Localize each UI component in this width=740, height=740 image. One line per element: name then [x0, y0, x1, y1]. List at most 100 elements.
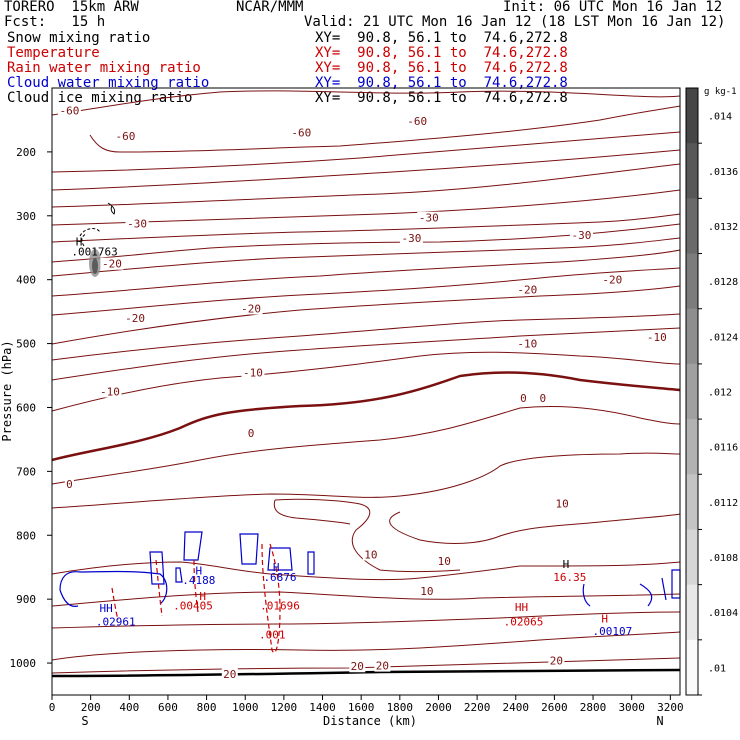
temperature-contour-label: 20	[351, 660, 364, 673]
contour-label-bg	[600, 273, 624, 286]
contour-label-bg	[374, 659, 391, 672]
contour-label-bg	[246, 427, 256, 440]
temperature-contour-label: 10	[438, 555, 451, 568]
temperature-contour-label: -20	[102, 258, 122, 271]
extremum-label: HH	[515, 601, 528, 614]
colorbar-tick-label: .01	[708, 663, 726, 674]
contour-label-bg	[221, 667, 238, 680]
x-tick-label: 1400	[309, 701, 336, 714]
rain-water-contours	[111, 543, 281, 653]
colorbar-segment	[686, 198, 698, 255]
contour-label-bg	[515, 283, 539, 296]
x-tick-label: 400	[119, 701, 139, 714]
x-tick-label: 200	[81, 701, 101, 714]
contour-label-bg	[399, 232, 423, 245]
temperature-contour-label: 20	[376, 660, 389, 673]
extremum-label: H	[273, 561, 280, 574]
colorbar-tick-label: .012	[708, 388, 732, 399]
x-axis-right-end-label: N	[656, 714, 663, 728]
temperature-contour-label: -20	[602, 274, 622, 287]
contour-label-bg	[569, 228, 593, 241]
temperature-contour-label: -20	[125, 312, 145, 325]
contour-label-bg	[349, 660, 366, 673]
x-tick-label: 0	[49, 701, 56, 714]
model-title: TORERO 15km ARW	[4, 0, 139, 15]
y-axis: 200 300 400 500 600 700 800 900 1000	[10, 146, 52, 670]
contour-label-bg	[538, 391, 548, 404]
colorbar-frame	[685, 87, 699, 696]
contour-label-bg	[405, 115, 429, 128]
contour-label-bg	[100, 257, 124, 270]
x-axis-label: Distance (km)	[323, 714, 417, 728]
header-area: TORERO 15km ARW NCAR/MMM Init: 06 UTC Mo…	[0, 0, 740, 110]
colorbar-tick-label: .0112	[708, 498, 738, 509]
y-axis-label: Pressure (hPa)	[0, 340, 14, 441]
extremum-label: .001	[259, 628, 286, 641]
extremum-label: H	[76, 235, 83, 248]
x-tick-label: 2200	[464, 701, 491, 714]
colorbar: .014 .0136 .0132 .0128 .0124 .012 .0116 .0112 .0…	[685, 87, 738, 696]
x-tick-label: 1200	[271, 701, 298, 714]
extremum-label: H	[199, 590, 206, 603]
temperature-contour-label: -60	[407, 115, 427, 128]
contour-label-bg	[239, 302, 263, 315]
colorbar-tick-label: .0104	[708, 608, 738, 619]
extremum-label: .00107	[592, 625, 632, 638]
contour-label-bg	[125, 217, 149, 230]
colorbar-tick-label: .0128	[708, 277, 738, 288]
temperature-contour-label: 0	[539, 392, 546, 405]
colorbar-segment	[686, 88, 698, 144]
extremum-label: H	[196, 564, 203, 577]
extremum-label: .00405	[173, 600, 213, 613]
valid-time: Valid: 21 UTC Mon 16 Jan 12 (18 LST Mon …	[304, 14, 726, 30]
x-tick-label: 1000	[232, 701, 259, 714]
contour-label-bg	[113, 129, 137, 142]
extremum-label: .4188	[182, 574, 215, 587]
temperature-contour-label: 10	[364, 548, 377, 561]
temperature-contour-label: -10	[647, 331, 667, 344]
colorbar-segment	[686, 584, 698, 641]
colorbar-tick-label: .014	[708, 112, 732, 123]
colorbar-tick-label: .0136	[708, 167, 738, 178]
contour-label-bg	[98, 385, 122, 398]
temperature-contour-label: -30	[401, 232, 421, 245]
x-tick-label: 800	[197, 701, 217, 714]
field-name-temperature: Temperature	[7, 45, 100, 61]
x-tick-label: 1800	[387, 701, 414, 714]
temperature-contour-label: 10	[420, 585, 433, 598]
y-tick-label: 1000	[10, 657, 37, 670]
field-name-rain: Rain water mixing ratio	[7, 60, 201, 76]
colorbar-segment	[686, 143, 698, 199]
extremum-label: H	[563, 558, 570, 571]
temperature-contour-label: 20	[550, 654, 563, 667]
y-tick-label: 400	[16, 274, 36, 287]
extremum-label: 16.35	[553, 571, 586, 584]
temperature-contour-label: -10	[517, 338, 537, 351]
center-title: NCAR/MMM	[236, 0, 304, 15]
colorbar-tick-label: .0116	[708, 443, 738, 454]
contour-label-bg	[436, 554, 453, 567]
temperature-contour-label: -60	[59, 104, 79, 117]
field-xy-cloud-ice: XY= 90.8, 56.1 to 74.6,272.8	[315, 90, 568, 106]
contour-label-bg	[57, 104, 81, 117]
extremum-label: H	[601, 612, 608, 625]
contour-label-bg	[418, 584, 435, 597]
y-tick-label: 300	[16, 210, 36, 223]
y-tick-label: 900	[16, 593, 36, 606]
temperature-contour-label: 0	[248, 427, 255, 440]
x-axis: 0 200 400 600 800 1000 1200 1400 1600 1800 2000 220…	[49, 695, 684, 714]
colorbar-tick-label: .0108	[708, 553, 738, 564]
contour-label-bg	[362, 548, 379, 561]
temperature-contour-label: -20	[517, 283, 537, 296]
contour-label-bg	[64, 478, 74, 491]
field-xy-cloud-water: XY= 90.8, 56.1 to 74.6,272.8	[315, 75, 568, 91]
plot-frame	[51, 87, 681, 696]
temperature-contours	[51, 90, 681, 678]
colorbar-tick-label: .0132	[708, 222, 738, 233]
contour-label-bg	[515, 337, 539, 350]
field-name-cloud-water: Cloud water mixing ratio	[7, 75, 210, 91]
extremum-label: .01696	[260, 600, 300, 613]
x-tick-label: 2800	[580, 701, 607, 714]
contour-label-bg	[241, 366, 265, 379]
